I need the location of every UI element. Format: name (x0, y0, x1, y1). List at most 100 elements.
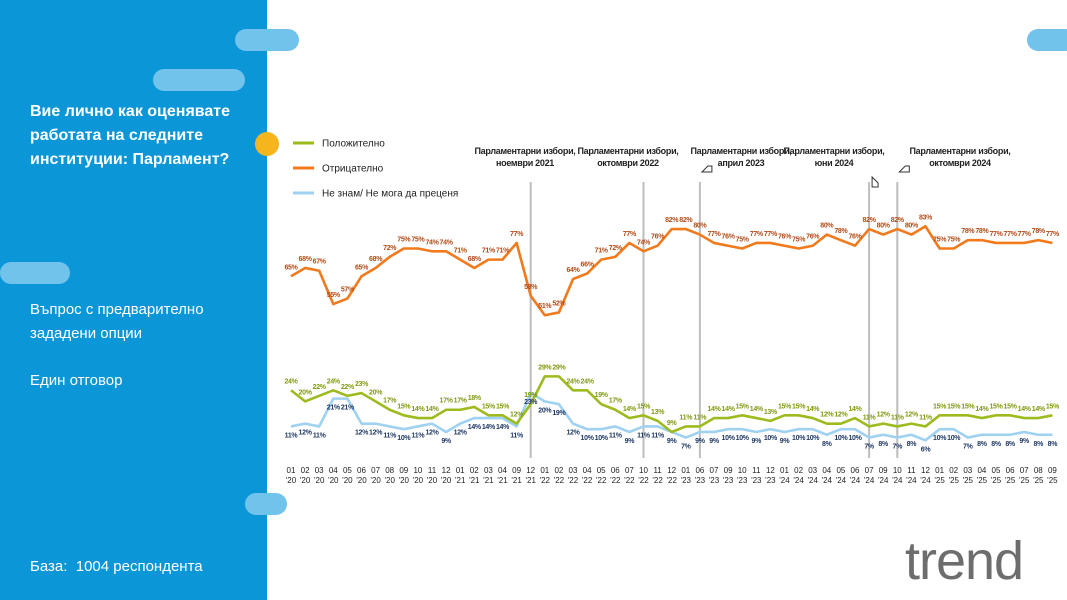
x-tick-label: 10 '23 (736, 466, 748, 485)
x-tick-label: 01 '21 (454, 466, 466, 485)
data-label: 9% (441, 438, 452, 445)
x-tick-label: 07 '20 (370, 466, 381, 485)
data-label: 58% (524, 284, 538, 291)
data-label: 21% (327, 405, 341, 412)
data-label: 12% (425, 430, 439, 437)
x-tick-label: 01 '20 (285, 466, 297, 485)
data-label: 80% (877, 223, 891, 230)
data-label: 13% (764, 409, 778, 416)
data-label: 6% (921, 446, 932, 453)
data-label: 8% (822, 441, 833, 448)
data-label: 12% (299, 430, 313, 437)
data-label: 11% (412, 432, 426, 439)
data-label: 77% (1018, 231, 1032, 238)
data-label: 15% (778, 403, 792, 410)
decor (0, 262, 70, 284)
data-label: 23% (355, 381, 369, 388)
data-label: 7% (963, 444, 974, 451)
data-label: 64% (566, 267, 580, 274)
annotation: Парламентарни избори, ноември 2021 (474, 146, 576, 168)
data-label: 77% (989, 231, 1003, 238)
data-label: 29% (538, 364, 552, 371)
data-label: 11% (637, 432, 651, 439)
x-tick-label: 06 '24 (849, 466, 861, 485)
x-tick-label: 03 '24 (807, 466, 818, 485)
data-label: 7% (681, 444, 692, 451)
data-label: 11% (651, 432, 665, 439)
data-label: 15% (397, 403, 411, 410)
data-label: 82% (679, 217, 693, 224)
data-label: 74% (637, 239, 651, 246)
x-tick-label: 03 '25 (962, 466, 974, 485)
data-label: 8% (907, 441, 918, 448)
x-tick-label: 09 '21 (511, 466, 522, 485)
x-tick-label: 10 '24 (892, 466, 903, 485)
data-label: 75% (397, 237, 411, 244)
data-label: 15% (933, 403, 947, 410)
data-label: 20% (369, 389, 383, 396)
logo: trend (905, 531, 1024, 591)
x-tick-label: 04 '24 (821, 466, 833, 485)
annotation: Парламентарни избори, октомври 2024 (909, 146, 1011, 168)
x-tick-label: 12 '20 (440, 466, 452, 485)
data-label: 14% (482, 424, 496, 431)
data-label: 10% (848, 435, 862, 442)
data-label: 12% (820, 412, 834, 419)
data-label: 19% (595, 392, 609, 399)
data-label: 15% (961, 403, 975, 410)
arrow-icon (898, 165, 910, 173)
decor (1027, 29, 1067, 51)
data-label: 66% (581, 262, 595, 269)
decor (235, 29, 299, 51)
x-tick-label: 06 '23 (694, 466, 706, 485)
x-tick-label: 03 '21 (483, 466, 494, 485)
data-label: 9% (752, 438, 763, 445)
data-label: 9% (667, 420, 678, 427)
x-tick-label: 05 '20 (342, 466, 353, 485)
data-label: 17% (383, 398, 397, 405)
x-tick-label: 06 '20 (356, 466, 367, 485)
legend-label: Не знам/ Не мога да преценя (322, 189, 458, 200)
arrow-icon (700, 165, 713, 173)
data-label: 17% (440, 398, 454, 405)
x-tick-label: 05 '22 (595, 466, 607, 485)
answer-type: Един отговор (30, 372, 123, 389)
data-label: 77% (707, 231, 721, 238)
decor (255, 132, 279, 156)
data-label: 12% (369, 430, 383, 437)
data-label: 78% (1032, 228, 1046, 235)
x-tick-label: 11 '24 (906, 466, 917, 485)
x-tick-label: 02 '21 (469, 466, 480, 485)
data-label: 77% (623, 231, 637, 238)
data-label: 76% (778, 234, 792, 241)
x-tick-label: 02 '24 (793, 466, 804, 485)
data-label: 11% (609, 432, 623, 439)
x-tick-label: 07 '24 (863, 466, 875, 485)
data-label: 11% (313, 432, 327, 439)
data-label: 72% (609, 245, 623, 252)
x-tick-label: 03 '20 (313, 466, 325, 485)
data-label: 13% (651, 409, 665, 416)
data-label: 80% (693, 223, 707, 230)
data-label: 82% (665, 217, 679, 224)
x-tick-label: 04 '25 (976, 466, 988, 485)
data-label: 9% (625, 438, 636, 445)
data-label: 75% (933, 237, 947, 244)
data-label: 76% (806, 234, 820, 241)
data-label: 10% (806, 435, 820, 442)
data-label: 75% (411, 237, 425, 244)
data-label: 10% (834, 435, 848, 442)
x-tick-label: 06 '22 (610, 466, 621, 485)
annotation: Парламентарни избори, юни 2024 (783, 146, 885, 168)
x-tick-label: 01 '22 (539, 466, 551, 485)
x-tick-label: 04 '20 (328, 466, 339, 485)
series-line (290, 375, 1053, 434)
data-label: 14% (722, 406, 736, 413)
data-label: 22% (313, 384, 327, 391)
data-label: 71% (496, 248, 510, 255)
data-label: 9% (667, 438, 678, 445)
data-label: 12% (877, 412, 891, 419)
data-label: 20% (299, 389, 313, 396)
series-line (290, 224, 1053, 317)
